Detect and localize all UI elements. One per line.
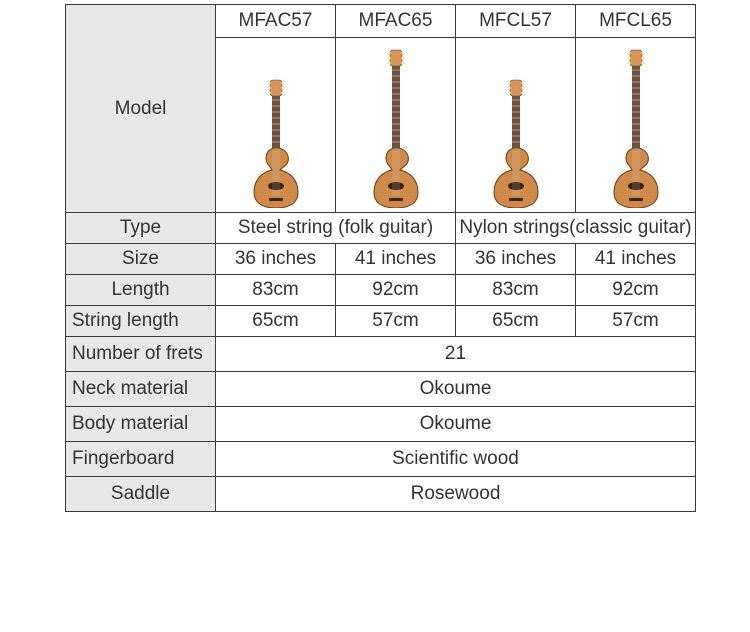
- cell-length-0: 83cm: [216, 275, 336, 306]
- row-type: Type Steel string (folk guitar) Nylon st…: [66, 213, 696, 244]
- model-image-2: [456, 38, 576, 213]
- cell-strlen-1: 57cm: [336, 306, 456, 337]
- guitar-icon: [596, 48, 676, 208]
- row-neck: Neck material Okoume: [66, 372, 696, 407]
- cell-strlen-3: 57cm: [576, 306, 696, 337]
- cell-saddle: Rosewood: [216, 477, 696, 512]
- model-image-0: [216, 38, 336, 213]
- cell-strlen-0: 65cm: [216, 306, 336, 337]
- spec-table: Model MFAC57 MFAC65 MFCL57 MFCL65 Type S…: [65, 4, 696, 512]
- row-size: Size 36 inches 41 inches 36 inches 41 in…: [66, 244, 696, 275]
- label-string-length: String length: [66, 306, 216, 337]
- cell-size-2: 36 inches: [456, 244, 576, 275]
- cell-size-3: 41 inches: [576, 244, 696, 275]
- guitar-icon: [476, 78, 556, 208]
- guitar-icon: [236, 78, 316, 208]
- row-saddle: Saddle Rosewood: [66, 477, 696, 512]
- col-head-1: MFAC65: [336, 5, 456, 38]
- cell-length-2: 83cm: [456, 275, 576, 306]
- label-saddle: Saddle: [66, 477, 216, 512]
- col-head-3: MFCL65: [576, 5, 696, 38]
- cell-body: Okoume: [216, 407, 696, 442]
- cell-length-3: 92cm: [576, 275, 696, 306]
- model-label-cell: Model: [66, 5, 216, 213]
- label-frets: Number of frets: [66, 337, 216, 372]
- row-length: Length 83cm 92cm 83cm 92cm: [66, 275, 696, 306]
- guitar-icon: [356, 48, 436, 208]
- type-group-1: Nylon strings(classic guitar): [456, 213, 696, 244]
- label-neck: Neck material: [66, 372, 216, 407]
- cell-size-1: 41 inches: [336, 244, 456, 275]
- label-type: Type: [66, 213, 216, 244]
- row-body: Body material Okoume: [66, 407, 696, 442]
- label-fingerboard: Fingerboard: [66, 442, 216, 477]
- label-size: Size: [66, 244, 216, 275]
- col-head-0: MFAC57: [216, 5, 336, 38]
- label-body: Body material: [66, 407, 216, 442]
- model-image-1: [336, 38, 456, 213]
- model-image-3: [576, 38, 696, 213]
- row-frets: Number of frets 21: [66, 337, 696, 372]
- cell-length-1: 92cm: [336, 275, 456, 306]
- cell-neck: Okoume: [216, 372, 696, 407]
- row-string-length: String length 65cm 57cm 65cm 57cm: [66, 306, 696, 337]
- cell-size-0: 36 inches: [216, 244, 336, 275]
- cell-fingerboard: Scientific wood: [216, 442, 696, 477]
- cell-strlen-2: 65cm: [456, 306, 576, 337]
- col-head-2: MFCL57: [456, 5, 576, 38]
- cell-frets: 21: [216, 337, 696, 372]
- label-length: Length: [66, 275, 216, 306]
- header-row: Model MFAC57 MFAC65 MFCL57 MFCL65: [66, 5, 696, 38]
- row-fingerboard: Fingerboard Scientific wood: [66, 442, 696, 477]
- type-group-0: Steel string (folk guitar): [216, 213, 456, 244]
